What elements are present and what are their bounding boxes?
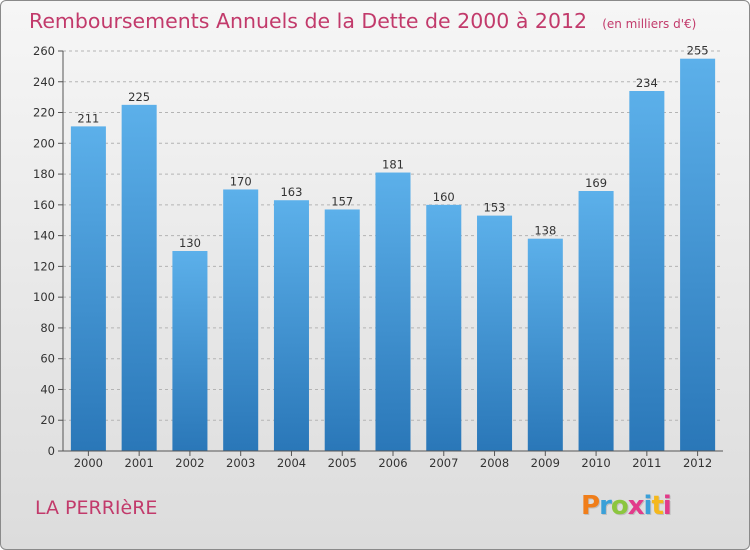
logo-letter: r	[599, 491, 612, 521]
y-tick-label: 20	[40, 413, 55, 427]
bar	[629, 91, 665, 451]
bar-value-label: 160	[433, 190, 455, 204]
x-tick-label: 2006	[378, 456, 407, 470]
bar-value-label: 157	[331, 194, 353, 208]
bar	[324, 209, 360, 451]
bar	[375, 172, 411, 452]
bar	[527, 238, 563, 451]
y-tick-label: 80	[40, 321, 55, 335]
bar	[426, 204, 462, 451]
y-tick-label: 100	[33, 290, 55, 304]
x-tick-label: 2003	[226, 456, 255, 470]
chart-title: Remboursements Annuels de la Dette de 20…	[29, 9, 588, 33]
bar-value-label: 153	[484, 201, 506, 215]
bar	[273, 200, 309, 451]
x-tick-label: 2005	[328, 456, 357, 470]
logo-letter: i	[662, 491, 672, 521]
bar	[680, 58, 716, 451]
bar-value-label: 255	[687, 44, 709, 58]
bars	[70, 58, 716, 452]
bar-value-label: 225	[128, 90, 150, 104]
bar-value-label: 234	[636, 76, 658, 90]
bar	[121, 104, 157, 451]
bar	[578, 191, 614, 451]
data-labels: 211 225 130 170 163 157 181 160 153 138 169 234 255	[77, 44, 708, 250]
x-tick-label: 2000	[74, 456, 103, 470]
logo-letter: P	[581, 491, 600, 521]
x-tick-label: 2008	[480, 456, 509, 470]
x-tick-label: 2004	[277, 456, 306, 470]
y-tick-label: 40	[40, 382, 55, 396]
axes: 0 20 40 60 80 100 120 140 160 180 200 220 240 260 2000…	[33, 44, 723, 470]
commune-name: LA PERRIèRE	[35, 497, 158, 519]
bar	[70, 126, 106, 451]
x-tick-label: 2010	[581, 456, 610, 470]
y-tick-label: 140	[33, 229, 55, 243]
bar	[223, 189, 259, 451]
bar	[477, 215, 513, 451]
x-tick-label: 2011	[632, 456, 661, 470]
bar-value-label: 211	[77, 111, 99, 125]
bar-value-label: 169	[585, 176, 607, 190]
y-tick-label: 160	[33, 198, 55, 212]
bar-value-label: 138	[534, 224, 556, 238]
bar-value-label: 163	[280, 185, 302, 199]
x-tick-label: 2009	[531, 456, 560, 470]
y-tick-label: 180	[33, 167, 55, 181]
x-tick-label: 2012	[683, 456, 712, 470]
logo-letter: x	[627, 491, 645, 521]
y-tick-label: 120	[33, 259, 55, 273]
bar	[172, 251, 208, 451]
bar-value-label: 181	[382, 158, 404, 172]
x-tick-label: 2007	[429, 456, 458, 470]
title-row: Remboursements Annuels de la Dette de 20…	[29, 9, 696, 33]
y-tick-label: 0	[48, 444, 55, 458]
proxiti-logo: Proxiti	[581, 491, 672, 521]
y-tick-label: 200	[33, 136, 55, 150]
y-tick-label: 220	[33, 106, 55, 120]
logo-letter: i	[643, 491, 653, 521]
x-tick-label: 2001	[125, 456, 154, 470]
y-tick-label: 260	[33, 44, 55, 58]
y-tick-label: 240	[33, 75, 55, 89]
bar-value-label: 170	[230, 174, 252, 188]
y-tick-label: 60	[40, 352, 55, 366]
logo-letter: t	[651, 491, 663, 521]
chart-unit: (en milliers d'€)	[602, 17, 697, 31]
logo-letter: o	[610, 491, 629, 521]
bar-value-label: 130	[179, 236, 201, 250]
x-tick-label: 2002	[175, 456, 204, 470]
